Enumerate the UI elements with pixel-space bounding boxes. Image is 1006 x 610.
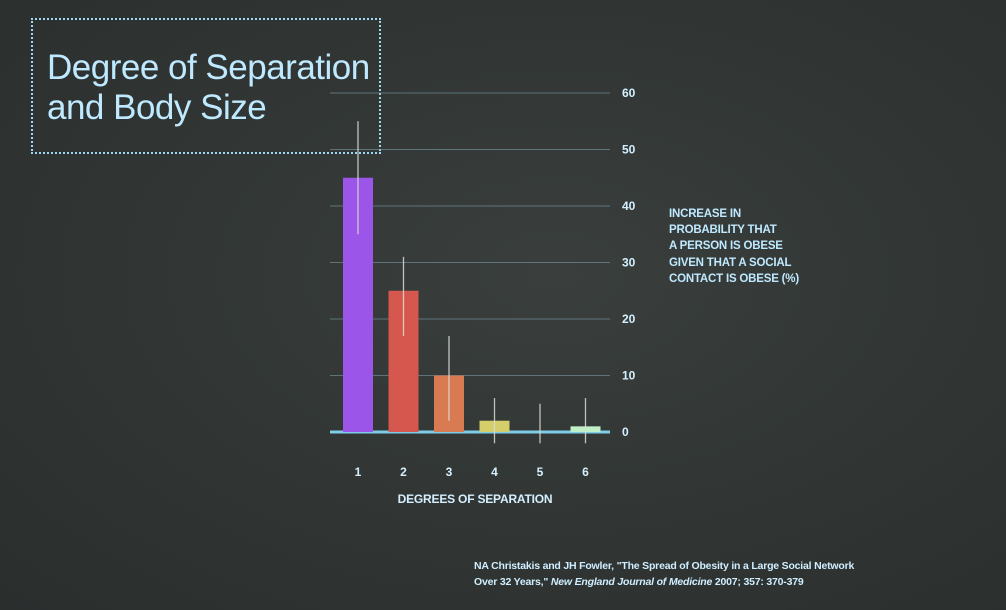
citation-line-1: NA Christakis and JH Fowler, "The Spread… [474, 560, 855, 572]
y-axis-title-line-2: PROBABILITY THAT [669, 224, 777, 237]
x-tick-labels: 1 2 3 4 5 6 [355, 465, 590, 479]
y-axis-title-line-5: CONTACT IS OBESE (%) [669, 272, 799, 285]
citation-ref: 2007; 357: 370-379 [714, 575, 804, 588]
citation: NA Christakis and JH Fowler, "The Spread… [474, 559, 944, 590]
y-axis-title-line-3: A PERSON IS OBESE [669, 240, 783, 253]
y-axis-title-line-4: GIVEN THAT A SOCIAL [669, 256, 792, 269]
y-axis-title-line-1: INCREASE IN [669, 208, 741, 220]
y-axis-title: INCREASE IN PROBABILITY THAT A PERSON IS… [669, 206, 869, 287]
y-tick-label-10: 10 [622, 369, 636, 383]
x-tick-label-6: 6 [582, 465, 589, 479]
citation-journal: New England Journal of Medicine [550, 575, 713, 588]
y-tick-labels: 0 10 20 30 40 50 60 [622, 86, 636, 439]
y-tick-label-20: 20 [622, 312, 636, 326]
x-tick-label-5: 5 [537, 465, 544, 479]
citation-title-end: Over 32 Years," [474, 575, 549, 588]
y-tick-label-50: 50 [622, 143, 636, 157]
gridlines [330, 92, 610, 434]
title-line-2: and Body Size [47, 88, 267, 127]
title-box: Degree of Separation and Body Size [31, 18, 381, 154]
title-line-1: Degree of Separation [47, 48, 370, 87]
bars [343, 177, 601, 432]
x-tick-label-1: 1 [355, 465, 362, 479]
error-bars [357, 121, 587, 444]
x-axis-title: DEGREES OF SEPARATION [398, 492, 553, 506]
y-tick-label-60: 60 [622, 86, 636, 100]
x-tick-label-3: 3 [446, 465, 453, 479]
x-tick-label-2: 2 [400, 465, 407, 479]
x-tick-label-4: 4 [491, 465, 498, 479]
y-tick-label-40: 40 [622, 199, 636, 213]
y-tick-label-0: 0 [622, 425, 629, 439]
y-tick-label-30: 30 [622, 256, 636, 270]
citation-line-2: Over 32 Years," New England Journal of M… [474, 575, 944, 591]
